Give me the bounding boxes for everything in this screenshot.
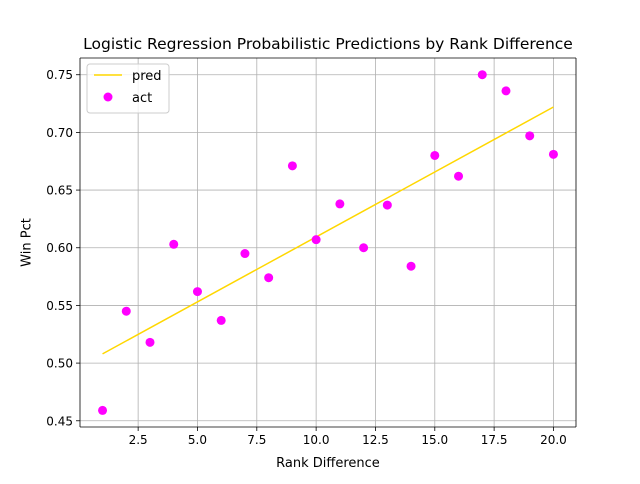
y-tick-label: 0.55 [46, 299, 73, 313]
x-tick-label: 15.0 [421, 433, 448, 447]
y-tick-label: 0.70 [46, 126, 73, 140]
data-point-act [454, 171, 464, 181]
legend-act-label: act [132, 91, 152, 106]
data-point-act [311, 235, 321, 245]
data-point-act [216, 315, 226, 325]
legend-act-swatch [103, 92, 113, 102]
x-tick-label: 10.0 [303, 433, 330, 447]
data-point-act [169, 239, 179, 249]
y-tick-label: 0.45 [46, 414, 73, 428]
data-point-act [477, 70, 487, 80]
data-point-act [359, 243, 369, 253]
y-tick-label: 0.75 [46, 68, 73, 82]
chart-title: Logistic Regression Probabilistic Predic… [83, 35, 573, 53]
y-tick-label: 0.65 [46, 184, 73, 198]
data-point-act [121, 306, 131, 316]
data-point-act [192, 287, 202, 297]
legend: pred act [86, 63, 170, 114]
y-axis-label: Win Pct [20, 218, 35, 267]
x-tick-label: 5.0 [188, 433, 207, 447]
y-tick-label: 0.60 [46, 241, 73, 255]
x-tick-label: 2.5 [129, 433, 148, 447]
data-point-act [145, 337, 155, 347]
data-point-act [287, 161, 297, 171]
data-point-act [335, 199, 345, 209]
data-point-act [240, 249, 250, 259]
ticks-layer: 2.5 5.0 7.5 10.0 12.5 15.0 17.5 20.0 0.45 0.50 0.5… [46, 68, 567, 447]
x-tick-label: 17.5 [481, 433, 508, 447]
x-tick-label: 7.5 [247, 433, 266, 447]
x-tick-label: 20.0 [540, 433, 567, 447]
plot-area [80, 58, 576, 427]
series-line-pred [102, 106, 554, 355]
data-point-act [264, 273, 274, 283]
series-layer [98, 70, 558, 415]
x-axis-label: Rank Difference [276, 456, 380, 471]
y-tick-label: 0.50 [46, 357, 73, 371]
axes-layer [79, 57, 577, 428]
legend-pred-label: pred [132, 69, 162, 84]
x-tick-label: 12.5 [362, 433, 389, 447]
data-point-act [525, 131, 535, 141]
data-point-act [406, 261, 416, 271]
data-point-act [382, 200, 392, 210]
data-point-act [430, 150, 440, 160]
data-point-act [98, 405, 108, 415]
data-point-act [548, 149, 558, 159]
data-point-act [501, 86, 511, 96]
grid-layer [80, 58, 576, 427]
